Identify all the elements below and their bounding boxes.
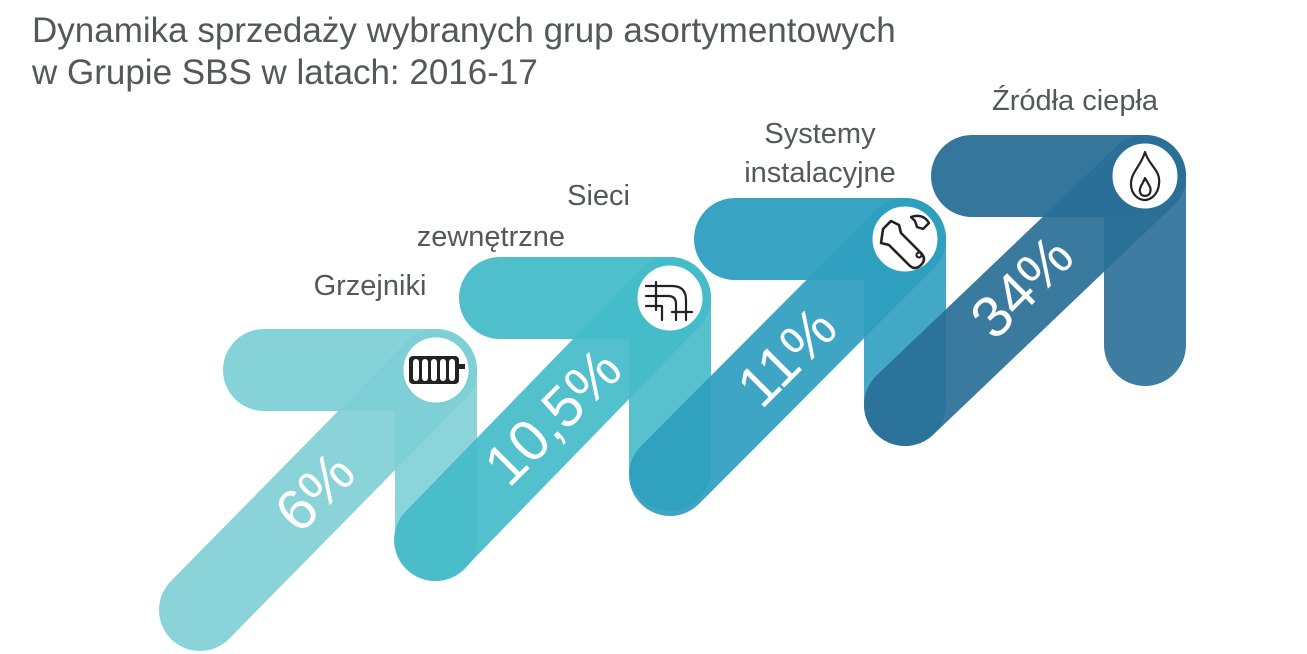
arrow-group-1: 6%Grzejniki — [159, 270, 477, 651]
flame-icon — [1129, 150, 1161, 202]
arrow-shaft — [394, 257, 711, 581]
category-label-2-line-1: Sieci — [567, 180, 630, 212]
pipes-icon — [644, 280, 694, 322]
radiator-icon — [409, 356, 465, 384]
icon-circle — [1109, 140, 1181, 212]
arrow-shaft — [159, 329, 477, 651]
wrench-icon — [879, 214, 931, 270]
chart-title-line-2: w Grupie SBS w latach: 2016-17 — [32, 53, 538, 92]
category-label-2-line-2: zewnętrzne — [417, 221, 565, 253]
arrow-shaft — [629, 198, 946, 516]
category-label-1-line-1: Grzejniki — [314, 270, 427, 302]
arrow-shaft — [864, 135, 1186, 446]
chart-title: Dynamika sprzedaży wybranych grup asorty… — [32, 10, 896, 94]
category-label-3-line-2: instalacyjne — [744, 157, 896, 189]
category-label-4-line-1: Źródła ciepła — [992, 84, 1159, 117]
category-label-3-line-1: Systemy — [764, 118, 876, 150]
icon-circle — [634, 262, 706, 334]
chart-title-line-1: Dynamika sprzedaży wybranych grup asorty… — [32, 11, 896, 50]
arrow-group-4: 34%Źródła ciepła — [864, 84, 1186, 446]
